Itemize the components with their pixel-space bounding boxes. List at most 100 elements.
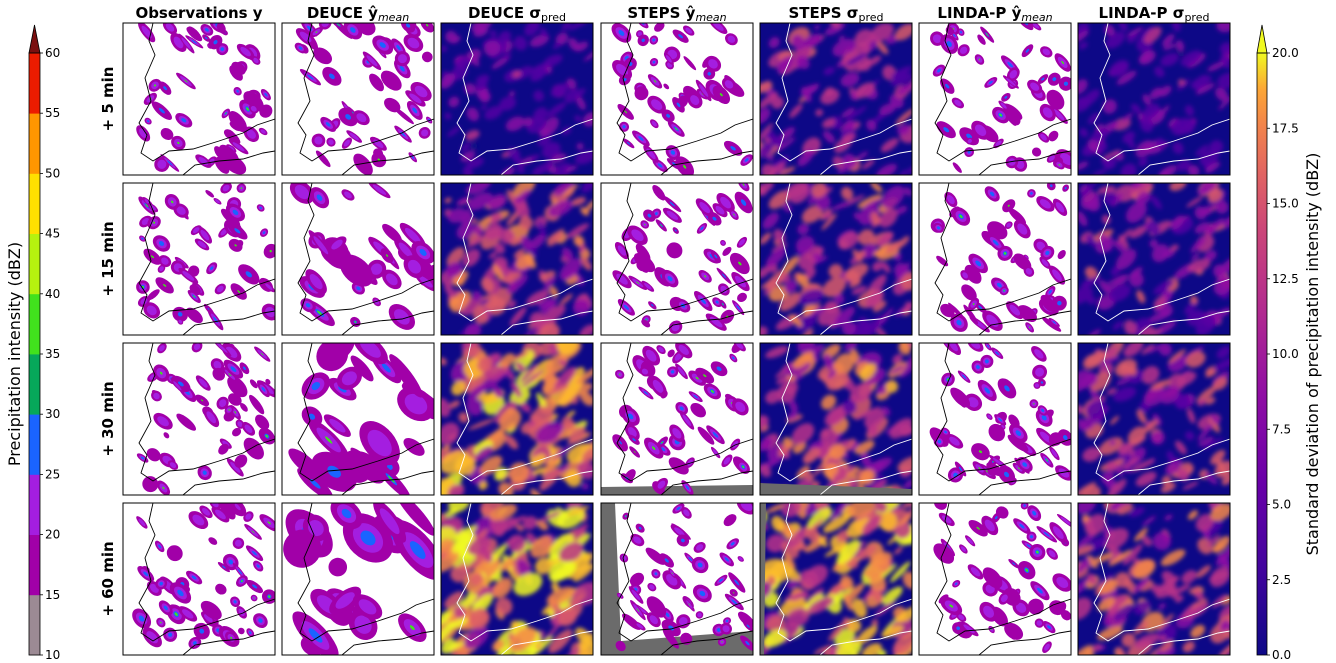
precip-cell (254, 346, 271, 362)
precip-cell (629, 572, 645, 587)
sigma-field-cell (799, 288, 824, 306)
coastline (297, 23, 434, 162)
sigma-field-cell (503, 271, 522, 283)
sigma-field-cell (1078, 597, 1092, 621)
sigma-field-cell (1211, 594, 1228, 608)
sigma-field-cell (462, 166, 473, 175)
sigma-field-cell (448, 400, 461, 409)
precip-cell (308, 419, 350, 461)
precip-cell (659, 553, 674, 568)
sigma-field-cell (1136, 409, 1147, 424)
sigma-field-cell (1115, 248, 1137, 270)
sigma-field-cell (529, 247, 537, 258)
precip-colorbar-bin (29, 293, 40, 355)
sigma-field-cell (539, 270, 556, 281)
precip-cell (248, 104, 259, 114)
sigma-field-cell (1095, 123, 1104, 132)
precip-cell (951, 207, 971, 226)
sigma-field-cell (797, 149, 814, 167)
sigma-field-cell (533, 107, 548, 122)
sigma-field-cell (830, 201, 850, 211)
sigma-field-cell (468, 418, 496, 430)
precip-cell (187, 26, 201, 39)
sigma-field-cell (1168, 215, 1191, 225)
map-panel (1077, 22, 1231, 176)
sigma-field-cell (881, 625, 904, 638)
sigma-field-cell (1161, 570, 1177, 585)
panel-grid (122, 22, 1231, 656)
panel-frame (918, 342, 1072, 496)
coastline (341, 150, 434, 175)
precip-cell (635, 523, 645, 533)
precip-cell (660, 390, 668, 399)
sigma-field-cell (768, 190, 791, 210)
precip-cell (712, 297, 723, 308)
precip-cell (162, 23, 178, 35)
precip-cell (628, 434, 640, 445)
sigma-field-cell (866, 119, 877, 131)
precip-cell (200, 24, 214, 36)
precip-cell (967, 343, 984, 352)
precip-cell (1021, 44, 1034, 58)
coastline (1137, 470, 1230, 495)
precip-cell (1027, 505, 1042, 522)
precip-cell (729, 252, 750, 275)
sigma-field-cell (451, 380, 466, 396)
precip-cell (649, 58, 659, 67)
sigma-field-cell (894, 546, 903, 555)
sigma-field-cell (840, 72, 860, 87)
sigma-field-cell (766, 269, 787, 291)
sigma-field-cell (1134, 633, 1160, 649)
map-panel (918, 502, 1072, 656)
coastline (1093, 343, 1230, 482)
sigma-field-cell (1212, 376, 1228, 391)
row-label: + 5 min (99, 67, 117, 132)
precip-cell (143, 302, 161, 319)
sigma-field-cell (509, 237, 523, 246)
precip-colorbar-tick-label: 45 (45, 227, 60, 241)
precip-cell (339, 254, 374, 287)
sigma-field-cell (902, 571, 912, 589)
precip-cell (341, 137, 353, 149)
coastline (978, 150, 1071, 175)
precip-cell (646, 596, 667, 618)
sigma-field-cell (864, 408, 885, 429)
sigma-field-cell (533, 90, 545, 102)
precip-cell (1049, 446, 1060, 461)
precip-cell (971, 443, 990, 461)
sigma-field-cell (783, 552, 796, 569)
precip-cell (186, 570, 203, 585)
precip-cell (997, 245, 1013, 261)
sigma-colorbar-tick-label: 17.5 (1272, 121, 1299, 135)
sigma-colorbar-tick-label: 15.0 (1272, 197, 1299, 211)
precip-cell (688, 391, 703, 403)
sigma-field-cell (854, 440, 875, 455)
sigma-field-cell (789, 399, 798, 414)
precip-cell (709, 23, 728, 35)
sigma-field-cell (1078, 286, 1093, 305)
sigma-field-cell (900, 272, 912, 291)
precip-cell (661, 269, 679, 288)
sigma-field-cell (874, 326, 887, 335)
sigma-field-cell (1197, 398, 1207, 407)
sigma-field-cell (472, 290, 483, 303)
coastline (775, 23, 912, 162)
sigma-colorbar-tick-label: 5.0 (1272, 498, 1291, 512)
map-panel (122, 182, 276, 336)
precip-cell (696, 223, 708, 234)
sigma-field-cell (1153, 295, 1167, 309)
sigma-field-cell (785, 414, 803, 423)
precip-cell (693, 541, 706, 553)
sigma-field-cell (890, 73, 912, 86)
sigma-field-cell (1189, 295, 1198, 305)
precip-cell (352, 343, 388, 365)
sigma-field-cell (811, 183, 827, 198)
map-panel (918, 342, 1072, 496)
sigma-field-cell (841, 320, 856, 335)
sigma-field-cell (1078, 577, 1092, 596)
precip-cell (710, 361, 728, 377)
sigma-field-cell (782, 437, 793, 448)
sigma-field-cell (836, 529, 850, 543)
sigma-field-cell (793, 441, 807, 454)
sigma-field-cell (1194, 222, 1210, 234)
